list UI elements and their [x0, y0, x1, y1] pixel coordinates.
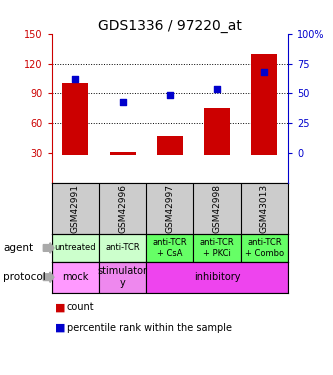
Text: GSM42997: GSM42997: [165, 184, 174, 233]
Point: [167, 92, 172, 98]
Bar: [52, 262, 99, 292]
Bar: [99, 262, 146, 292]
Text: anti-TCR
+ PKCi: anti-TCR + PKCi: [200, 238, 234, 258]
Bar: [62, 84, 88, 155]
Point: [262, 69, 267, 75]
Text: anti-TCR
+ CsA: anti-TCR + CsA: [153, 238, 187, 258]
Text: count: count: [67, 303, 94, 312]
Bar: [193, 234, 241, 262]
Text: GSM43013: GSM43013: [260, 184, 269, 233]
Text: ■: ■: [55, 323, 66, 333]
Text: GSM42996: GSM42996: [118, 184, 127, 233]
Text: ■: ■: [55, 303, 66, 312]
Bar: [110, 152, 136, 155]
Bar: [157, 136, 183, 155]
Text: inhibitory: inhibitory: [194, 272, 240, 282]
Text: agent: agent: [3, 243, 33, 253]
Bar: [146, 234, 193, 262]
Text: mock: mock: [62, 272, 89, 282]
Text: GSM42998: GSM42998: [212, 184, 222, 233]
Text: anti-TCR: anti-TCR: [105, 243, 140, 252]
Bar: [251, 54, 277, 155]
Point: [214, 86, 220, 92]
Bar: [241, 234, 288, 262]
Bar: [52, 234, 99, 262]
Text: untreated: untreated: [55, 243, 96, 252]
Bar: [204, 108, 230, 155]
Point: [120, 99, 125, 105]
Text: protocol: protocol: [3, 272, 46, 282]
Text: stimulator
y: stimulator y: [98, 266, 148, 288]
Text: GSM42991: GSM42991: [71, 184, 80, 233]
Point: [73, 76, 78, 82]
Text: anti-TCR
+ Combo: anti-TCR + Combo: [245, 238, 284, 258]
Bar: [146, 262, 288, 292]
Bar: [99, 234, 146, 262]
Text: percentile rank within the sample: percentile rank within the sample: [67, 323, 231, 333]
Title: GDS1336 / 97220_at: GDS1336 / 97220_at: [98, 19, 242, 33]
